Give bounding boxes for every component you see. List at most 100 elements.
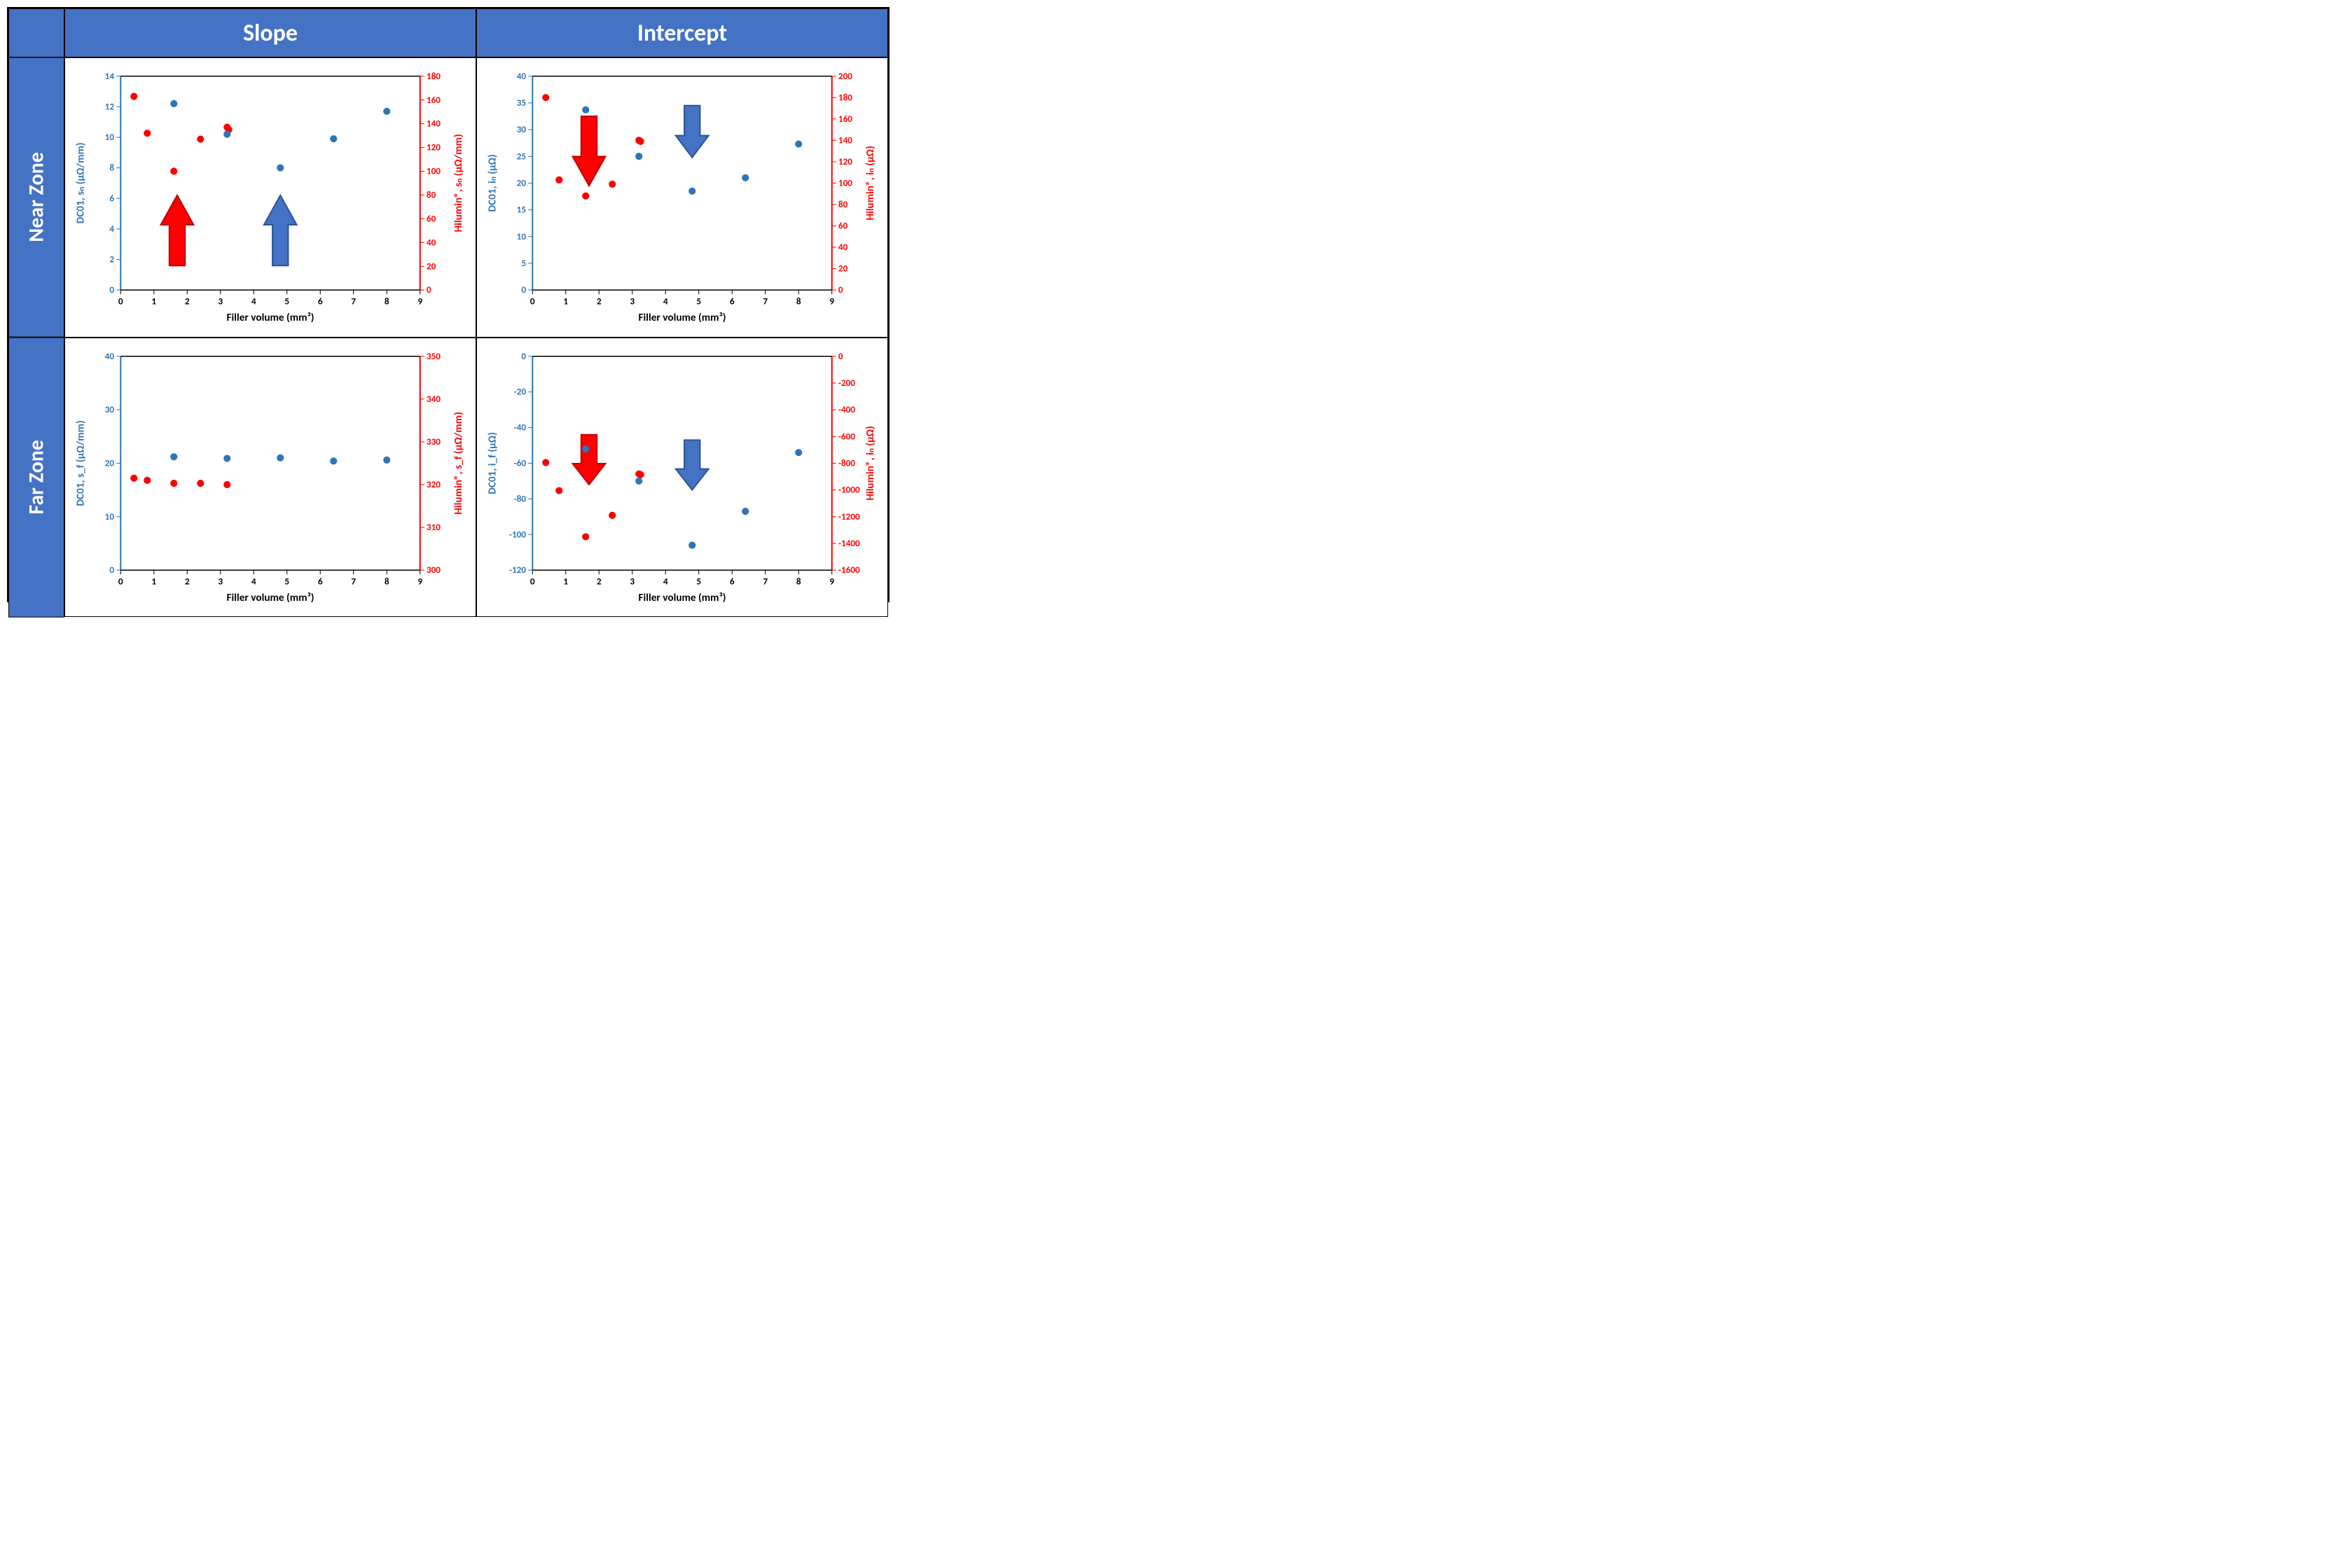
svg-text:-80: -80 <box>514 492 527 504</box>
svg-text:4: 4 <box>663 295 668 307</box>
svg-text:8: 8 <box>796 295 801 307</box>
svg-text:0: 0 <box>109 564 114 576</box>
svg-text:100: 100 <box>838 177 852 189</box>
svg-text:10: 10 <box>105 131 115 143</box>
svg-text:10: 10 <box>105 510 115 522</box>
svg-text:180: 180 <box>427 70 441 82</box>
svg-text:Filler volume (mm³): Filler volume (mm³) <box>639 311 726 324</box>
header-slope: Slope <box>64 8 476 57</box>
svg-text:0: 0 <box>530 295 535 307</box>
svg-text:-1000: -1000 <box>838 483 860 495</box>
svg-text:6: 6 <box>730 575 735 587</box>
svg-text:7: 7 <box>351 295 356 307</box>
svg-text:0: 0 <box>530 575 535 587</box>
chart-far-slope: 0123456789010203040300310320330340350Fil… <box>64 338 476 618</box>
svg-text:9: 9 <box>829 295 834 307</box>
svg-text:2: 2 <box>109 254 114 265</box>
svg-text:80: 80 <box>427 188 436 200</box>
svg-text:5: 5 <box>696 575 701 587</box>
svg-text:-200: -200 <box>838 377 855 389</box>
svg-text:40: 40 <box>105 349 115 361</box>
svg-text:3: 3 <box>630 295 635 307</box>
svg-text:Filler volume (mm³): Filler volume (mm³) <box>639 590 726 604</box>
side-near-zone: Near Zone <box>8 57 64 338</box>
svg-text:340: 340 <box>427 392 441 404</box>
svg-text:2: 2 <box>185 295 190 307</box>
svg-text:30: 30 <box>517 123 527 135</box>
svg-text:5: 5 <box>284 575 289 587</box>
svg-text:14: 14 <box>105 70 115 82</box>
svg-text:330: 330 <box>427 436 441 447</box>
svg-text:40: 40 <box>517 70 527 82</box>
svg-text:-400: -400 <box>838 403 855 415</box>
svg-text:9: 9 <box>417 575 422 587</box>
svg-text:-60: -60 <box>514 457 527 469</box>
svg-text:20: 20 <box>838 263 848 275</box>
svg-text:Hilumin®, s_f (µΩ/mm): Hilumin®, s_f (µΩ/mm) <box>452 412 465 515</box>
svg-text:80: 80 <box>838 198 848 210</box>
svg-text:7: 7 <box>763 575 768 587</box>
svg-text:6: 6 <box>318 295 323 307</box>
svg-text:5: 5 <box>521 257 526 269</box>
svg-text:160: 160 <box>838 113 852 125</box>
svg-text:7: 7 <box>351 575 356 587</box>
svg-text:3: 3 <box>218 295 223 307</box>
svg-text:120: 120 <box>838 155 852 167</box>
svg-text:-40: -40 <box>514 421 527 433</box>
svg-text:3: 3 <box>218 575 223 587</box>
svg-text:300: 300 <box>427 564 441 576</box>
svg-text:0: 0 <box>118 295 123 307</box>
svg-text:4: 4 <box>251 575 256 587</box>
svg-text:0: 0 <box>109 284 114 296</box>
svg-text:140: 140 <box>427 118 441 130</box>
chart-near-slope: 0123456789024681012140204060801001201401… <box>64 57 476 338</box>
svg-text:DC01, iₙ (µΩ): DC01, iₙ (µΩ) <box>485 154 499 211</box>
svg-text:160: 160 <box>427 94 441 106</box>
svg-text:2: 2 <box>597 295 602 307</box>
svg-text:0: 0 <box>838 349 843 361</box>
svg-text:DC01, s_f (µΩ/mm): DC01, s_f (µΩ/mm) <box>74 420 87 506</box>
svg-text:8: 8 <box>796 575 801 587</box>
svg-text:200: 200 <box>838 70 852 82</box>
corner-cell <box>8 8 64 57</box>
svg-text:6: 6 <box>109 192 114 204</box>
svg-text:0: 0 <box>838 284 843 296</box>
svg-text:-100: -100 <box>509 528 526 540</box>
svg-text:-1600: -1600 <box>838 564 860 576</box>
svg-text:4: 4 <box>109 223 114 235</box>
svg-text:12: 12 <box>105 100 115 112</box>
svg-text:DC01, i_f (µΩ): DC01, i_f (µΩ) <box>485 432 499 494</box>
svg-text:350: 350 <box>427 349 441 361</box>
svg-text:4: 4 <box>251 295 256 307</box>
svg-text:310: 310 <box>427 521 441 533</box>
svg-text:140: 140 <box>838 134 852 146</box>
svg-text:9: 9 <box>417 295 422 307</box>
svg-text:1: 1 <box>151 575 156 587</box>
svg-text:1: 1 <box>563 295 568 307</box>
svg-text:0: 0 <box>521 284 526 296</box>
svg-text:-20: -20 <box>514 385 527 397</box>
svg-text:120: 120 <box>427 141 441 153</box>
svg-text:0: 0 <box>118 575 123 587</box>
svg-text:Filler volume (mm³): Filler volume (mm³) <box>227 311 314 324</box>
svg-text:6: 6 <box>730 295 735 307</box>
svg-text:20: 20 <box>427 260 436 272</box>
svg-text:-1200: -1200 <box>838 510 860 522</box>
svg-text:35: 35 <box>517 97 527 109</box>
svg-text:2: 2 <box>185 575 190 587</box>
svg-text:1: 1 <box>563 575 568 587</box>
svg-text:20: 20 <box>105 457 115 469</box>
svg-text:40: 40 <box>427 236 436 248</box>
svg-text:6: 6 <box>318 575 323 587</box>
header-intercept: Intercept <box>476 8 888 57</box>
svg-text:Hilumin®, iₙ (µΩ): Hilumin®, iₙ (µΩ) <box>864 426 877 500</box>
svg-text:180: 180 <box>838 91 852 103</box>
svg-text:8: 8 <box>385 295 389 307</box>
svg-text:100: 100 <box>427 165 441 177</box>
svg-text:40: 40 <box>838 241 848 253</box>
svg-text:0: 0 <box>427 284 431 296</box>
svg-text:10: 10 <box>517 230 527 242</box>
chart-far-intercept: 0123456789-120-100-80-60-40-200-1600-140… <box>476 338 888 618</box>
svg-text:8: 8 <box>385 575 389 587</box>
svg-text:15: 15 <box>517 204 527 216</box>
